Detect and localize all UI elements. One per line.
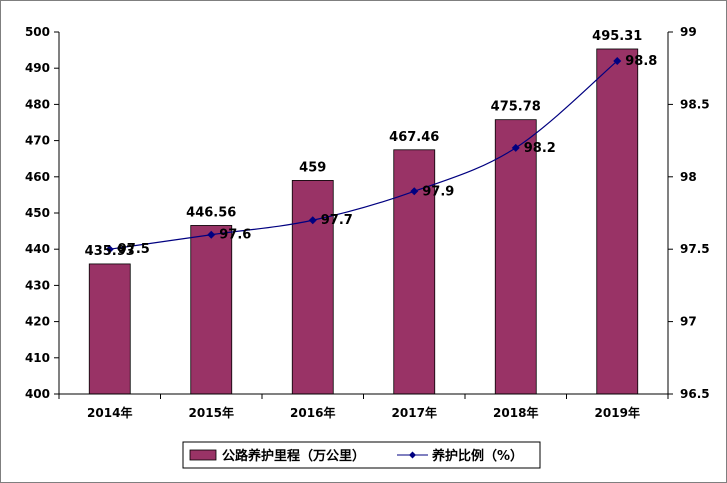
x-tick-label: 2019年 (595, 405, 640, 420)
bar (88, 263, 131, 395)
line-point-marker (308, 216, 317, 225)
line-data-label: 98.2 (524, 141, 556, 156)
y-right-tick-label: 99 (680, 25, 697, 39)
bar (596, 48, 639, 395)
bar-data-label: 435.93 (85, 244, 135, 259)
bar-data-label: 446.56 (186, 205, 236, 220)
y-right-tick-label: 97 (680, 315, 697, 329)
legend-bar-label: 公路养护里程（万公里） (222, 448, 365, 464)
bar-data-label: 475.78 (491, 100, 541, 115)
y-left-tick-label: 480 (25, 97, 50, 111)
bar-data-label: 459 (299, 160, 326, 175)
line-point-marker (511, 143, 520, 152)
line-point-marker (105, 245, 114, 254)
line-point-marker (207, 230, 216, 239)
x-tick-label: 2015年 (189, 405, 234, 420)
y-right-tick-label: 96.5 (680, 387, 710, 401)
y-left-tick-label: 460 (25, 170, 50, 184)
y-left-tick-label: 450 (25, 206, 50, 220)
line-point-marker (410, 187, 419, 196)
y-left-tick-label: 500 (25, 25, 50, 39)
y-left-tick-label: 470 (25, 134, 50, 148)
y-left-tick-label: 490 (25, 61, 50, 75)
y-left-tick-label: 440 (25, 242, 50, 256)
axes-group: 400 410 420 430 440 450 460 470 480 490 500 96.5 97 9… (25, 25, 710, 420)
x-tick-label: 2018年 (493, 405, 538, 420)
line-data-label: 97.9 (422, 184, 454, 199)
legend-line-label: 养护比例（%） (431, 448, 523, 464)
x-tick-label: 2014年 (87, 405, 132, 420)
bars-group (88, 48, 639, 395)
line-group (105, 56, 622, 254)
bar (494, 119, 537, 395)
x-tick-label: 2016年 (290, 405, 335, 420)
y-right-tick-label: 98 (680, 170, 697, 184)
bar (190, 225, 233, 395)
data-labels-group: 435.93 446.56 459 467.46 475.78 495.31 97.5 97.… (85, 29, 658, 259)
y-right-tick-label: 98.5 (680, 97, 710, 111)
x-tick-label: 2017年 (392, 405, 437, 420)
y-left-tick-label: 400 (25, 387, 50, 401)
legend-bar-swatch (189, 449, 217, 461)
line-data-label: 97.6 (219, 228, 251, 243)
legend-line-marker (409, 451, 416, 459)
y-left-tick-label: 430 (25, 278, 50, 292)
line-data-label: 97.5 (118, 242, 150, 257)
line-point-marker (613, 56, 622, 65)
y-left-tick-label: 410 (25, 351, 50, 365)
bar-data-label: 495.31 (592, 29, 642, 44)
legend-box (182, 441, 541, 469)
bar-data-label: 467.46 (389, 130, 439, 145)
y-right-tick-label: 97.5 (680, 242, 710, 256)
line-data-label: 97.7 (321, 213, 353, 228)
bar (291, 180, 334, 395)
line-data-label: 98.8 (625, 54, 657, 69)
y-left-tick-label: 420 (25, 315, 50, 329)
line-series-path (109, 60, 618, 250)
legend: 公路养护里程（万公里） 养护比例（%） (182, 441, 541, 469)
